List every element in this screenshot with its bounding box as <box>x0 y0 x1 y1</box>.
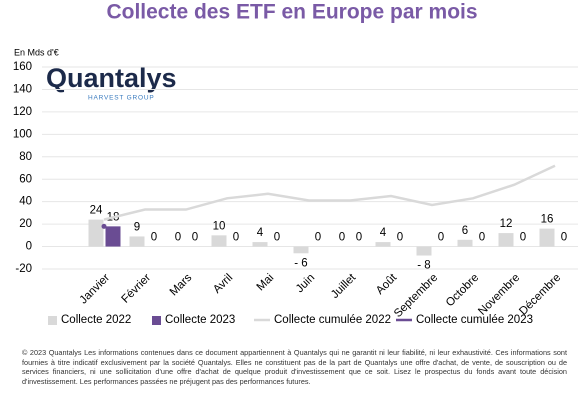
line <box>103 164 556 221</box>
data-label: 0 <box>356 232 362 244</box>
data-label: 0 <box>520 232 526 244</box>
data-label: 24 <box>90 205 103 217</box>
bar <box>129 236 145 247</box>
x-tick-label: Septembre <box>392 272 440 320</box>
data-label: 4 <box>380 227 387 239</box>
x-tick-label: Octobre <box>444 272 481 309</box>
y-tick-label: 160 <box>13 61 32 73</box>
data-label: 12 <box>500 218 513 230</box>
data-label: 0 <box>561 232 567 244</box>
x-tick-label: Novembre <box>476 272 522 318</box>
x-tick-label: Avril <box>211 272 235 296</box>
y-tick-label: 60 <box>19 173 32 185</box>
data-label: 0 <box>192 232 198 244</box>
bar <box>457 239 473 247</box>
data-label: 4 <box>257 227 264 239</box>
x-tick-label: Août <box>374 271 400 297</box>
data-label: 6 <box>462 225 468 237</box>
data-label: - 6 <box>294 257 307 269</box>
bar <box>539 228 555 247</box>
bar <box>88 219 104 247</box>
y-tick-label: 120 <box>13 106 32 118</box>
bar <box>105 226 121 247</box>
legend-label: Collecte cumulée 2023 <box>416 314 533 326</box>
legend-label: Collecte cumulée 2022 <box>274 314 391 326</box>
data-label: 10 <box>213 220 226 232</box>
bar <box>375 242 391 247</box>
y-tick-label: 100 <box>13 128 32 140</box>
data-label: 0 <box>151 232 157 244</box>
legend-swatch <box>48 316 57 325</box>
bar <box>252 242 268 247</box>
data-label: 0 <box>175 232 181 244</box>
y-tick-label: 40 <box>19 196 32 208</box>
legend-label: Collecte 2023 <box>165 314 235 326</box>
x-tick-label: Janvier <box>78 272 113 307</box>
y-tick-label: 20 <box>19 218 32 230</box>
x-tick-label: Février <box>119 272 153 306</box>
x-tick-label: Mai <box>255 272 277 294</box>
chart-title: Collecte des ETF en Europe par mois <box>106 1 477 24</box>
logo: Quantalys <box>46 63 177 93</box>
data-label: 0 <box>274 232 280 244</box>
y-axis-label: En Mds d'€ <box>14 47 59 57</box>
y-tick-label: 140 <box>13 83 32 95</box>
data-label: 0 <box>479 232 485 244</box>
bar <box>498 233 514 247</box>
legend-label: Collecte 2022 <box>61 314 131 326</box>
x-tick-label: Décembre <box>517 272 563 318</box>
x-tick-label: Juin <box>294 272 317 295</box>
data-label: 9 <box>134 221 140 233</box>
line-point <box>101 223 107 229</box>
y-tick-label: 0 <box>26 241 32 253</box>
data-label: 0 <box>438 232 444 244</box>
x-tick-label: Mars <box>168 272 195 299</box>
data-label: 0 <box>397 232 403 244</box>
data-label: 0 <box>315 232 321 244</box>
bar <box>416 246 432 256</box>
bar <box>293 246 309 254</box>
data-label: 16 <box>541 214 554 226</box>
data-label: - 8 <box>417 260 430 272</box>
data-label: 0 <box>339 232 345 244</box>
bar <box>211 235 227 247</box>
y-tick-label: 80 <box>19 151 32 163</box>
disclaimer: © 2023 Quantalys Les informations conten… <box>22 348 567 386</box>
data-label: 0 <box>233 232 239 244</box>
legend-swatch <box>152 316 161 325</box>
y-tick-label: -20 <box>15 263 32 275</box>
x-tick-label: Juillet <box>329 271 359 301</box>
logo-tagline: HARVEST GROUP <box>88 95 155 102</box>
